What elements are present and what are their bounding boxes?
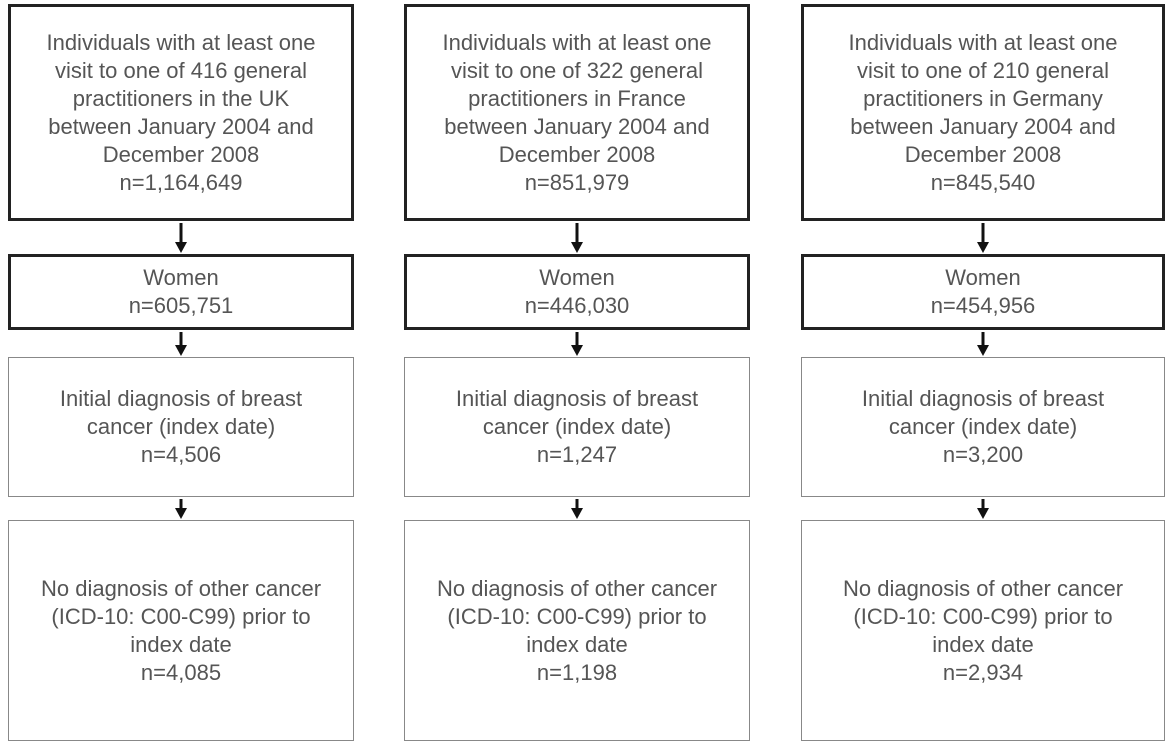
box-text: index date <box>526 631 628 657</box>
box-text: n=1,164,649 <box>119 169 243 195</box>
box-text: cancer (index date) <box>86 414 276 439</box>
arrow <box>571 223 583 253</box>
box-text: n=851,979 <box>524 169 630 195</box>
box-text: Individuals with at least one <box>442 29 712 55</box>
box-text: n=4,085 <box>140 659 222 685</box>
flow-box: Individuals with at least one visit to on… <box>801 4 1165 221</box>
arrow <box>977 332 989 356</box>
flow-box: Individuals with at least one visit to on… <box>8 4 354 221</box>
arrow <box>175 499 187 519</box>
box-text: Initial diagnosis of breast <box>455 386 699 411</box>
flow-box: Initial diagnosis of breast cancer (index… <box>801 357 1165 497</box>
flow-box: Individuals with at least one visit to on… <box>404 4 750 221</box>
box-text: visit to one of 416 general <box>55 57 307 83</box>
box-text: between January 2004 and <box>850 113 1116 139</box>
box-text: December 2008 <box>904 141 1062 167</box>
arrow <box>571 499 583 519</box>
arrow <box>571 332 583 356</box>
arrow <box>175 223 187 253</box>
box-text: (ICD-10: C00-C99) prior to <box>853 603 1113 629</box>
flow-box: No diagnosis of other cancer (ICD-10: C00… <box>8 520 354 741</box>
box-text: n=2,934 <box>942 659 1024 685</box>
box-text: index date <box>130 631 232 657</box>
box-text: No diagnosis of other cancer <box>842 575 1124 601</box>
flow-box: Women n=605,751 <box>8 254 354 330</box>
arrow <box>977 223 989 253</box>
box-text: practitioners in the UK <box>72 85 290 111</box>
box-text: n=1,247 <box>536 442 618 467</box>
box-text: between January 2004 and <box>444 113 710 139</box>
box-text: Women <box>539 265 615 290</box>
box-text: n=446,030 <box>524 293 630 318</box>
flow-box: Women n=454,956 <box>801 254 1165 330</box>
box-text: cancer (index date) <box>482 414 672 439</box>
box-text: visit to one of 210 general <box>857 57 1109 83</box>
flow-box: Women n=446,030 <box>404 254 750 330</box>
box-text: Individuals with at least one <box>848 29 1118 55</box>
box-text: n=3,200 <box>942 442 1024 467</box>
box-text: visit to one of 322 general <box>451 57 703 83</box>
box-text: December 2008 <box>102 141 260 167</box>
flow-box: No diagnosis of other cancer (ICD-10: C00… <box>404 520 750 741</box>
box-text: n=845,540 <box>930 169 1036 195</box>
box-text: (ICD-10: C00-C99) prior to <box>51 603 311 629</box>
box-text: (ICD-10: C00-C99) prior to <box>447 603 707 629</box>
box-text: between January 2004 and <box>48 113 314 139</box>
box-text: practitioners in Germany <box>863 85 1103 111</box>
arrow <box>175 332 187 356</box>
box-text: cancer (index date) <box>888 414 1078 439</box>
flow-box: Initial diagnosis of breast cancer (index… <box>8 357 354 497</box>
box-text: n=605,751 <box>128 293 234 318</box>
box-text: Initial diagnosis of breast <box>861 386 1105 411</box>
box-text: n=1,198 <box>536 659 618 685</box>
arrow <box>977 499 989 519</box>
box-text: Individuals with at least one <box>46 29 316 55</box>
flow-box: No diagnosis of other cancer (ICD-10: C00… <box>801 520 1165 741</box>
box-text: Women <box>945 265 1021 290</box>
box-text: n=4,506 <box>140 442 222 467</box>
box-text: December 2008 <box>498 141 656 167</box>
box-text: index date <box>932 631 1034 657</box>
box-text: Initial diagnosis of breast <box>59 386 303 411</box>
box-text: No diagnosis of other cancer <box>40 575 322 601</box>
flow-box: Initial diagnosis of breast cancer (index… <box>404 357 750 497</box>
box-text: No diagnosis of other cancer <box>436 575 718 601</box>
box-text: Women <box>143 265 219 290</box>
box-text: n=454,956 <box>930 293 1036 318</box>
box-text: practitioners in France <box>468 85 686 111</box>
